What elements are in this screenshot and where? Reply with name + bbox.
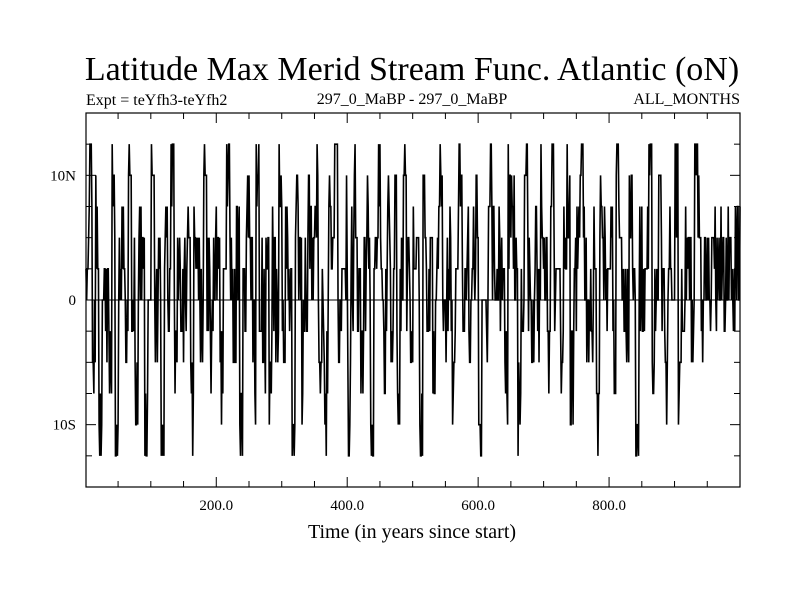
x-tick-label: 600.0 xyxy=(461,498,495,514)
series-line xyxy=(85,143,741,457)
y-tick-label: 10S xyxy=(53,418,76,434)
y-axis-ticks: 10S 0 10N xyxy=(50,143,740,457)
y-tick-label: 0 xyxy=(69,293,77,309)
subtitle-months: ALL_MONTHS xyxy=(633,91,740,108)
x-tick-label: 200.0 xyxy=(199,498,233,514)
chart-title: Latitude Max Merid Stream Func. Atlantic… xyxy=(85,51,739,88)
x-axis-ticks: 200.0 400.0 600.0 800.0 xyxy=(117,113,708,514)
x-axis-label: Time (in years since start) xyxy=(308,521,516,543)
subtitle-experiment: Expt = teYfh3-teYfh2 xyxy=(86,92,227,109)
y-tick-label: 10N xyxy=(50,168,76,184)
subtitle-period: 297_0_MaBP - 297_0_MaBP xyxy=(317,91,508,108)
plot-area: 200.0 400.0 600.0 800.0 10S 0 10N xyxy=(50,112,741,514)
x-tick-label: 400.0 xyxy=(330,498,364,514)
x-tick-label: 800.0 xyxy=(592,498,626,514)
